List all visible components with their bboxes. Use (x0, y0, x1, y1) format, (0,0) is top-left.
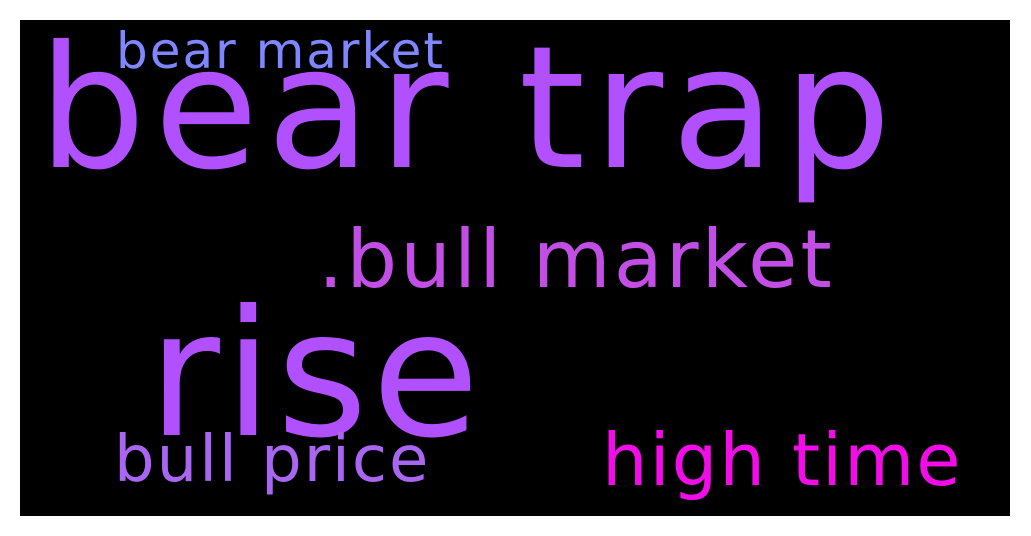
word-bear-trap: bear trap (38, 20, 900, 208)
word-rise: rise (148, 274, 484, 477)
word-cloud-canvas: bear trap rise bear market .bull market … (20, 20, 1010, 516)
word-bull-price: bull price (114, 423, 431, 497)
word-bull-market: .bull market (318, 213, 835, 306)
word-bear-market: bear market (116, 22, 446, 80)
word-high-time: high time (602, 418, 963, 502)
